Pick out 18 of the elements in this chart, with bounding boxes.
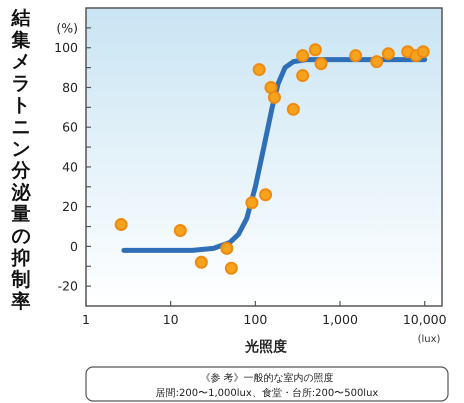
x-tick-label: 1,000: [322, 312, 358, 327]
x-tick-label: 10,000: [402, 312, 447, 327]
y-tick-label: 20: [62, 199, 78, 214]
text: 結集メラトニン分泌量の抑制率: [12, 7, 30, 312]
x-tick-label: 10: [162, 312, 179, 327]
x-tick-label: 100: [243, 312, 268, 327]
x-tick-label: 1: [82, 312, 90, 327]
text: 《参 考》一般的な室内の照度: [200, 372, 334, 384]
text: (lux): [418, 334, 441, 345]
x-axis-title: 光照度: [244, 338, 287, 355]
y-tick-label: 80: [62, 80, 78, 95]
y-tick-label: 60: [62, 120, 78, 135]
y-tick-label: -20: [58, 278, 78, 294]
y-tick-label: (%): [56, 20, 78, 36]
y-tick-label: 100: [54, 40, 78, 56]
y-tick-label: 0: [70, 238, 78, 254]
text: 居間:200〜1,000lux、食堂・台所:200〜500lux: [156, 387, 378, 399]
y-tick-label: 40: [62, 159, 78, 174]
